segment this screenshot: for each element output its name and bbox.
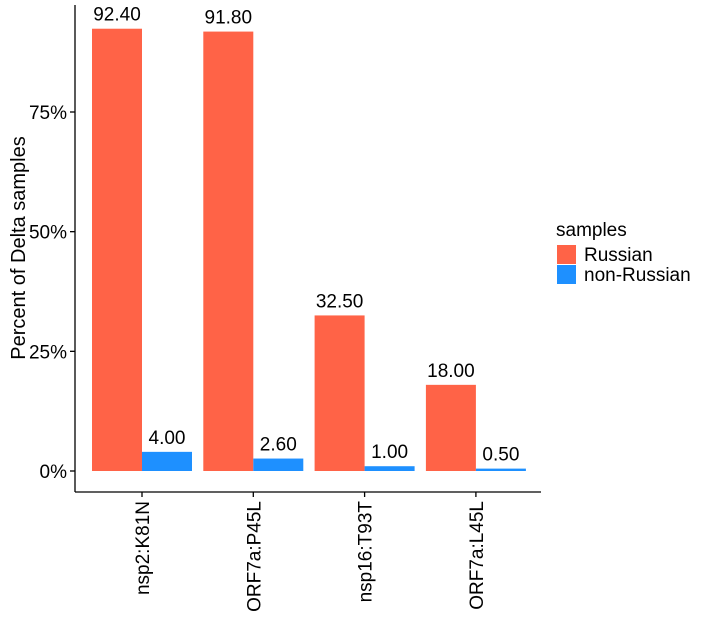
- bar-non-russian-0: [142, 451, 192, 471]
- x-tick-label-2: nsp16:T93T: [356, 501, 377, 603]
- y-tick-label-0: 0%: [40, 462, 68, 483]
- axes-layer: 0% 25% 50% 75% nsp2:K81N ORF7a:P45L nsp16:T93T…: [29, 5, 541, 612]
- data-label-non-russian-0: 4.00: [149, 428, 186, 449]
- data-label-non-russian-1: 2.60: [260, 435, 297, 456]
- legend-label-russian: Russian: [584, 245, 653, 266]
- data-label-non-russian-2: 1.00: [371, 442, 408, 463]
- data-label-russian-2: 32.50: [316, 291, 364, 312]
- x-tick-label-3: ORF7a:L45L: [467, 501, 488, 610]
- legend-key-non-russian: [557, 265, 576, 284]
- data-labels-layer: 92.40 91.80 32.50 18.00 4.00 2.60 1.00 0.50: [93, 5, 519, 466]
- y-axis-title: Percent of Delta samples: [8, 136, 30, 359]
- data-label-russian-3: 18.00: [427, 361, 475, 382]
- y-tick-label-3: 75%: [29, 103, 67, 124]
- bar-non-russian-1: [253, 458, 304, 471]
- x-tick-label-1: ORF7a:P45L: [244, 501, 265, 612]
- bar-russian-0: [92, 28, 142, 472]
- bars-layer: [92, 28, 526, 472]
- bar-russian-1: [203, 31, 254, 472]
- legend-label-non-russian: non-Russian: [584, 265, 691, 286]
- y-tick-label-2: 50%: [29, 223, 67, 244]
- legend-title: samples: [556, 220, 627, 241]
- bar-non-russian-2: [364, 466, 415, 471]
- data-label-non-russian-3: 0.50: [482, 445, 519, 466]
- bar-russian-3: [425, 384, 476, 471]
- x-tick-label-0: nsp2:K81N: [133, 501, 154, 595]
- data-label-russian-1: 91.80: [205, 8, 253, 29]
- bar-russian-2: [314, 315, 365, 471]
- bar-non-russian-3: [475, 468, 526, 471]
- data-label-russian-0: 92.40: [93, 5, 141, 26]
- legend-key-russian: [557, 245, 576, 264]
- y-tick-label-1: 25%: [29, 342, 67, 363]
